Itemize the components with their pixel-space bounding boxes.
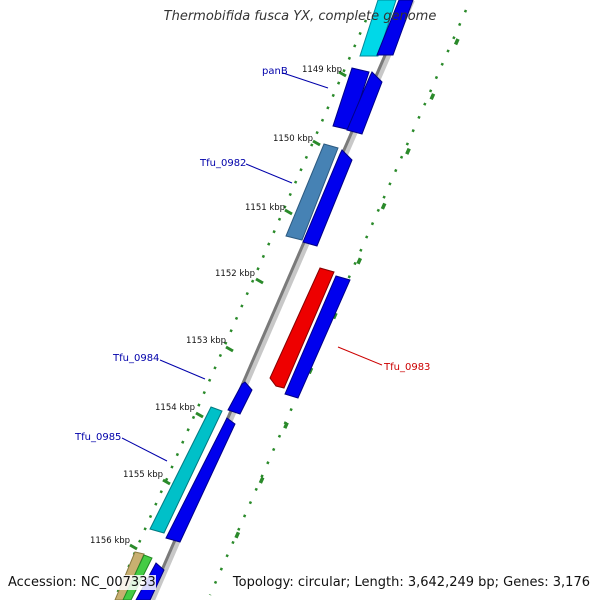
- gene-tfu-0982: [285, 143, 339, 241]
- accession-label: Accession: NC_007333: [8, 575, 156, 590]
- map-title: Thermobifida fusca YX, complete genome: [163, 9, 437, 24]
- tick-label-1152: 1152 kbp: [215, 269, 255, 279]
- leader-panb: [282, 72, 329, 89]
- gene-label-tfu-0983: Tfu_0983: [383, 362, 430, 373]
- ruler-tick-marks: [129, 70, 347, 551]
- gene-fwd-2: [302, 149, 353, 247]
- tick-label-1156: 1156 kbp: [90, 536, 130, 546]
- gene-tfu-0983: [269, 267, 335, 389]
- tick-label-1154: 1154 kbp: [155, 403, 195, 413]
- tick-label-1151: 1151 kbp: [245, 203, 285, 213]
- tick-label-1155: 1155 kbp: [123, 470, 163, 480]
- gene-fwd-1: [346, 71, 383, 135]
- gene-label-tfu-0982: Tfu_0982: [199, 158, 246, 169]
- gene-fwd-3: [284, 275, 351, 399]
- leader-tfu-0982: [245, 163, 293, 184]
- gene-label-tfu-0984: Tfu_0984: [112, 353, 159, 364]
- leader-tfu-0984: [159, 359, 206, 380]
- tick-label-1150: 1150 kbp: [273, 134, 313, 144]
- leader-tfu-0985: [121, 437, 168, 462]
- gene-tfu-0985: [149, 406, 223, 534]
- tick-label-1153: 1153 kbp: [186, 336, 226, 346]
- tick-label-1149: 1149 kbp: [302, 65, 342, 75]
- gene-label-tfu-0985: Tfu_0985: [74, 432, 121, 443]
- gene-cyan-top: [359, 0, 397, 57]
- topology-summary: Topology: circular; Length: 3,642,249 bp…: [232, 575, 590, 590]
- gene-tfu-0984: [227, 381, 253, 415]
- leader-tfu-0983: [337, 346, 383, 366]
- gene-blue-top-fwd: [376, 0, 414, 56]
- gene-label-panb: panB: [262, 66, 288, 77]
- gene-fwd-4: [165, 417, 236, 543]
